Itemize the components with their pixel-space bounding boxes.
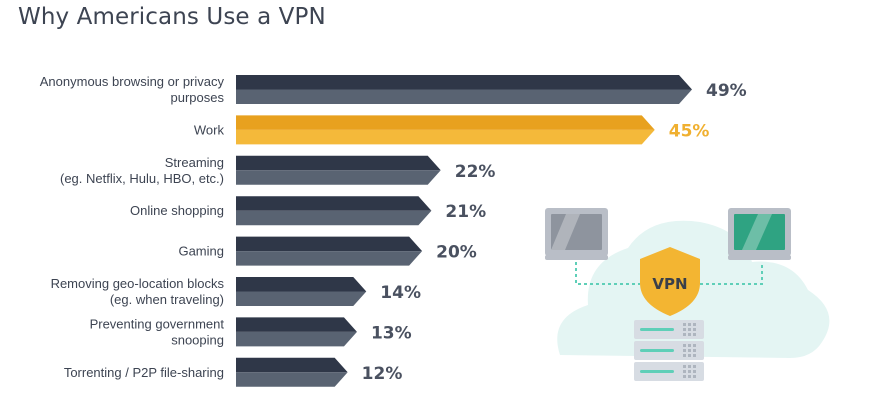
bar-lower	[236, 331, 357, 347]
bar-lower	[236, 291, 367, 306]
server-vent-dot	[693, 365, 696, 368]
server-vent-dot	[693, 370, 696, 373]
server-vent-dot	[693, 333, 696, 336]
server-vent-dot	[683, 344, 686, 347]
bar-value-label: 49%	[706, 81, 747, 101]
server-vent-dot	[683, 354, 686, 357]
category-label: Anonymous browsing or privacy	[40, 74, 225, 89]
category-label: Torrenting / P2P file-sharing	[64, 365, 224, 380]
bar-value-label: 12%	[362, 364, 403, 384]
server-vent-dot	[688, 344, 691, 347]
category-label: Preventing government	[90, 316, 225, 331]
category-label: Removing geo-location blocks	[51, 276, 225, 291]
server-vent-dot	[683, 370, 686, 373]
bar-row: 22% Streaming(eg. Netflix, Hulu, HBO, etc…	[60, 155, 495, 186]
server-vent-dot	[683, 365, 686, 368]
category-label: Streaming	[165, 155, 224, 170]
server-vent-dot	[683, 328, 686, 331]
bar-lower	[236, 251, 423, 266]
category-label: Work	[194, 122, 225, 137]
bar-lower	[236, 129, 655, 145]
chart-title: Why Americans Use a VPN	[18, 4, 326, 30]
server-vent-dot	[693, 328, 696, 331]
bars: 49% Anonymous browsing or privacypurposes…	[40, 74, 747, 387]
bar-upper	[236, 155, 441, 171]
vpn-shield-icon: VPN	[640, 247, 700, 316]
server-vent-dot	[688, 354, 691, 357]
bar-upper	[236, 115, 655, 130]
category-label: (eg. Netflix, Hulu, HBO, etc.)	[60, 171, 224, 186]
server-vent-dot	[688, 328, 691, 331]
bar-lower	[236, 89, 692, 104]
bar-upper	[236, 357, 348, 373]
bar-lower	[236, 210, 432, 226]
server-status-bar	[640, 349, 674, 352]
server-vent-dot	[693, 354, 696, 357]
server-vent-dot	[688, 365, 691, 368]
bar-row: 20% Gaming	[178, 236, 477, 266]
bar-value-label: 21%	[445, 202, 486, 222]
bar-value-label: 45%	[669, 121, 710, 141]
server-stack-icon	[634, 320, 704, 381]
server-vent-dot	[688, 323, 691, 326]
server-vent-dot	[683, 375, 686, 378]
server-status-bar	[640, 328, 674, 331]
server-vent-dot	[693, 349, 696, 352]
laptop-icon-left	[545, 208, 608, 260]
server-vent-dot	[693, 375, 696, 378]
connection-line-left	[575, 262, 640, 285]
category-label: Gaming	[178, 244, 224, 259]
server-vent-dot	[688, 333, 691, 336]
bar-upper	[236, 196, 432, 211]
server-vent-dot	[683, 323, 686, 326]
server-vent-dot	[688, 370, 691, 373]
bar-row: 12% Torrenting / P2P file-sharing	[64, 357, 403, 387]
server-vent-dot	[683, 333, 686, 336]
vpn-illustration: VPN	[545, 208, 830, 381]
server-vent-dot	[693, 323, 696, 326]
server-vent-dot	[693, 344, 696, 347]
bar-value-label: 13%	[371, 323, 412, 343]
bar-value-label: 20%	[436, 243, 477, 263]
bar-value-label: 14%	[380, 283, 421, 303]
bar-row: 45% Work	[194, 115, 710, 145]
category-label: Online shopping	[130, 203, 224, 218]
bar-lower	[236, 372, 348, 387]
bar-lower	[236, 170, 441, 185]
connection-line-right	[700, 262, 763, 285]
laptop-icon-right	[728, 208, 791, 260]
bar-row: 14% Removing geo-location blocks(eg. when…	[51, 276, 421, 307]
category-label: purposes	[171, 90, 225, 105]
category-label: snooping	[171, 332, 224, 347]
server-status-bar	[640, 370, 674, 373]
shield-label: VPN	[652, 275, 687, 293]
category-label: (eg. when traveling)	[110, 292, 224, 307]
bar-upper	[236, 75, 692, 90]
bar-upper	[236, 317, 357, 332]
bar-row: 21% Online shopping	[130, 196, 486, 226]
bar-value-label: 22%	[455, 162, 496, 182]
server-vent-dot	[688, 349, 691, 352]
bar-upper	[236, 277, 367, 292]
server-vent-dot	[683, 349, 686, 352]
server-vent-dot	[688, 375, 691, 378]
bar-upper	[236, 236, 423, 252]
